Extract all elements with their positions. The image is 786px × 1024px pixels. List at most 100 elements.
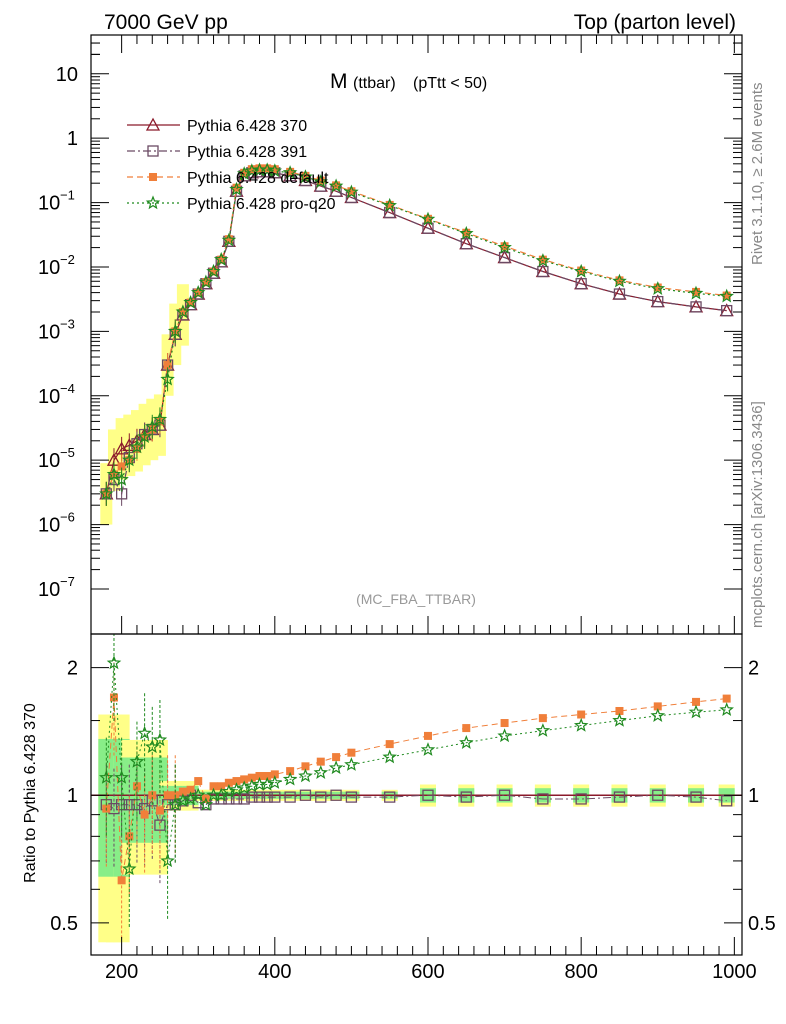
ratio-point — [247, 773, 256, 782]
ratio-point — [267, 775, 283, 789]
ratio-y-tick-label-right: 0.5 — [748, 913, 776, 935]
plot-title-sub: (ttbar) — [353, 75, 396, 92]
ratio-point — [313, 765, 329, 779]
main-point — [538, 255, 547, 264]
main-y-tick-exponent: −5 — [60, 445, 75, 460]
ratio-point — [462, 724, 471, 733]
ratio-y-axis: 0.5 0.5 1 1 2 2 — [50, 658, 776, 935]
main-point — [117, 462, 126, 471]
ratio-point — [332, 753, 341, 762]
ratio-point — [198, 797, 214, 811]
ratio-point — [217, 782, 226, 791]
ratio-point — [650, 708, 666, 722]
main-point — [270, 165, 279, 174]
ratio-point — [155, 806, 164, 815]
legend-label: Pythia 6.428 370 — [187, 118, 307, 135]
main-point — [652, 295, 664, 308]
main-point — [229, 181, 244, 196]
main-point — [537, 265, 549, 278]
ratio-point — [688, 704, 704, 719]
ratio-point — [132, 782, 141, 791]
main-point — [236, 166, 252, 180]
ratio-point — [117, 876, 126, 885]
ratio-point — [154, 819, 166, 831]
main-point — [500, 242, 509, 251]
legend-marker — [147, 145, 159, 157]
ratio-point — [140, 810, 149, 819]
ratio-point — [345, 791, 358, 803]
main-point — [137, 429, 152, 444]
main-point — [244, 163, 260, 178]
main-point — [145, 419, 160, 433]
ratio-point — [232, 777, 241, 786]
main-point — [186, 298, 195, 307]
main-point — [282, 165, 298, 180]
ratio-point — [298, 768, 313, 783]
ratio-point — [129, 754, 145, 768]
ratio-point — [186, 785, 195, 794]
main-point — [99, 486, 114, 501]
legend-item: Pythia 6.428 370 — [127, 117, 307, 135]
ratio-point — [538, 714, 547, 723]
main-point — [347, 187, 356, 196]
main-point — [422, 222, 434, 234]
ratio-point — [692, 697, 701, 706]
ratio-point — [114, 770, 129, 784]
main-y-tick-exponent: −7 — [60, 574, 75, 589]
main-point — [160, 371, 175, 386]
ratio-point — [653, 702, 662, 711]
main-point — [221, 232, 237, 247]
ratio-point — [255, 772, 264, 781]
main-point — [498, 251, 511, 264]
ratio-point — [500, 719, 509, 728]
main-y-tick-label: 10 — [38, 257, 60, 279]
rivet-version-label: Rivet 3.1.10, ≥ 2.6M events — [749, 83, 766, 266]
main-point — [267, 163, 283, 178]
plot-title-cut: (pTtt < 50) — [413, 75, 487, 92]
ratio-point — [690, 791, 702, 803]
ratio-point — [194, 777, 203, 786]
main-point — [201, 278, 210, 287]
main-y-tick-exponent: −1 — [60, 188, 75, 203]
main-y-tick-exponent: −3 — [60, 316, 75, 331]
ratio-point — [652, 789, 664, 801]
main-point — [328, 178, 344, 193]
ratio-point — [270, 770, 279, 779]
ratio-point — [137, 725, 152, 740]
ratio-point — [178, 787, 187, 796]
main-point — [420, 211, 436, 226]
main-point — [255, 164, 264, 173]
legend-marker — [145, 195, 161, 210]
x-axis: 200 400 600 800 1000 — [105, 35, 757, 983]
main-series-2 — [102, 164, 731, 506]
main-point — [575, 278, 587, 290]
main-series-line — [105, 171, 727, 496]
main-y-tick-exponent: −2 — [60, 252, 75, 267]
ratio-y-tick-label-right: 1 — [748, 785, 759, 807]
x-tick-label: 400 — [258, 961, 291, 983]
ratio-point — [535, 723, 551, 737]
main-point — [462, 228, 471, 237]
x-tick-label: 1000 — [712, 961, 757, 983]
ratio-point — [315, 791, 327, 803]
ratio-point — [299, 789, 312, 801]
main-point — [459, 225, 474, 240]
main-series-line — [105, 169, 727, 495]
main-y-tick-label: 10 — [38, 515, 60, 537]
header-right: Top (parton level) — [574, 11, 736, 34]
main-series-line — [105, 171, 727, 495]
ratio-y-tick-label-right: 2 — [748, 658, 759, 680]
main-y-tick-label: 10 — [56, 64, 78, 86]
ratio-point — [131, 799, 143, 811]
main-point — [194, 288, 203, 297]
main-point — [719, 288, 734, 303]
ratio-point — [163, 791, 172, 800]
legend-label: Pythia 6.428 pro-q20 — [187, 196, 336, 213]
ratio-point — [328, 760, 344, 775]
main-point — [612, 273, 627, 288]
main-point — [259, 162, 275, 177]
main-point — [206, 263, 221, 278]
ratio-point — [497, 728, 512, 743]
main-point — [247, 165, 256, 174]
